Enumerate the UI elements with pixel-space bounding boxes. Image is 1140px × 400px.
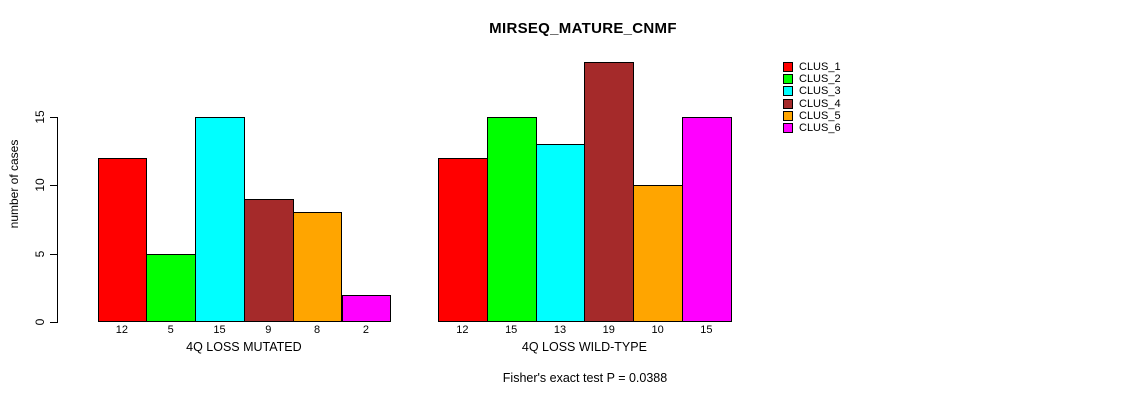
bar-clus-6: [682, 116, 732, 322]
legend-label: CLUS_3: [799, 85, 841, 98]
legend-swatch: [783, 98, 793, 109]
bar-clus-5: [292, 212, 343, 322]
footer-note: Fisher's exact test P = 0.0388: [502, 371, 668, 385]
bar-value-label: 15: [505, 324, 518, 336]
y-axis-label: number of cases: [7, 139, 21, 229]
legend-swatch: [783, 62, 793, 72]
bar-clus-1: [97, 157, 148, 322]
legend-label: CLUS_2: [799, 73, 841, 86]
legend-label: CLUS_1: [799, 61, 841, 73]
y-tick-label: 0: [33, 318, 47, 326]
bar-value-label: 15: [700, 324, 713, 336]
bar-clus-2: [146, 253, 197, 322]
bar-clus-4: [243, 198, 294, 322]
bar-value-label: 10: [651, 324, 664, 336]
y-tick: [50, 322, 57, 323]
y-tick-label: 5: [33, 250, 47, 257]
bar-value-label: 19: [602, 324, 615, 336]
bar-clus-3: [195, 116, 245, 322]
legend-swatch: [783, 123, 793, 133]
bar-clus-2: [486, 116, 537, 322]
bar-clus-6: [341, 294, 392, 322]
y-tick-label: 10: [33, 178, 47, 192]
bar-value-label: 9: [265, 324, 272, 336]
group-label: 4Q LOSS WILD-TYPE: [521, 340, 647, 354]
bar-value-label: 8: [314, 324, 321, 336]
y-axis-line: [57, 116, 58, 323]
y-tick-label: 15: [33, 109, 47, 124]
bar-clus-5: [633, 185, 683, 322]
legend-label: CLUS_4: [799, 97, 841, 110]
y-tick: [50, 116, 57, 118]
bar-clus-1: [438, 157, 488, 322]
bar-clus-4: [584, 61, 635, 322]
legend-swatch: [783, 110, 793, 121]
bar-value-label: 15: [213, 324, 226, 336]
bar-value-label: 5: [167, 324, 174, 336]
chart-title: MIRSEQ_MATURE_CNMF: [489, 20, 677, 37]
bar-value-label: 12: [115, 324, 129, 336]
y-tick: [50, 253, 57, 255]
bar-value-label: 13: [553, 324, 567, 336]
legend-label: CLUS_6: [799, 122, 841, 134]
bar-value-label: 12: [456, 324, 469, 336]
bar-clus-3: [535, 143, 586, 322]
y-tick: [50, 185, 57, 186]
legend-swatch: [783, 74, 793, 85]
legend-label: CLUS_5: [799, 109, 841, 122]
bar-value-label: 2: [362, 324, 369, 336]
legend-swatch: [783, 86, 793, 97]
group-label: 4Q LOSS MUTATED: [186, 340, 302, 354]
